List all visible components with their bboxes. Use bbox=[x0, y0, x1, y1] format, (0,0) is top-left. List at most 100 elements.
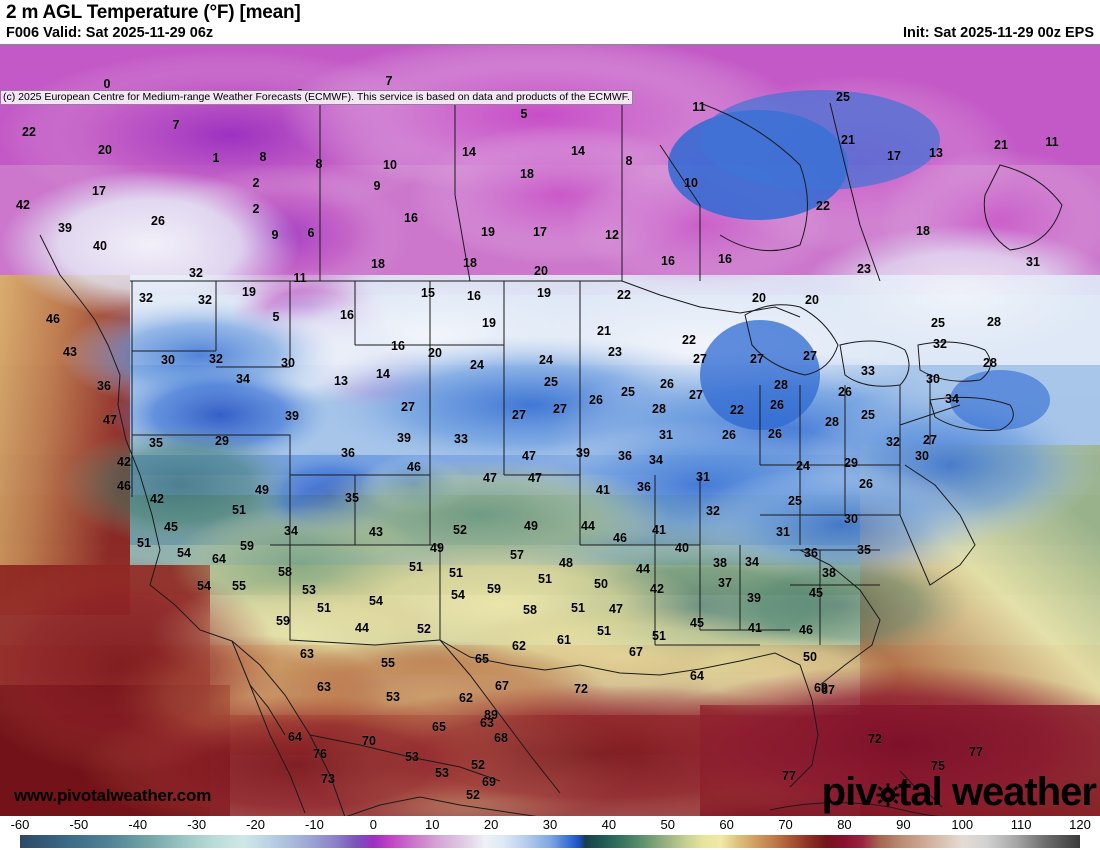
temperature-value-label: 64 bbox=[212, 552, 226, 566]
temperature-value-label: 63 bbox=[317, 680, 331, 694]
temperature-value-label: 75 bbox=[931, 759, 945, 773]
temperature-value-label: 51 bbox=[409, 560, 423, 574]
temperature-value-label: 49 bbox=[255, 483, 269, 497]
temperature-value-label: 31 bbox=[776, 525, 790, 539]
temperature-value-label: 16 bbox=[661, 254, 675, 268]
colorbar-tick: -40 bbox=[128, 817, 148, 832]
temperature-value-label: 51 bbox=[317, 601, 331, 615]
colorbar-tick: 0 bbox=[369, 817, 377, 832]
temperature-value-label: 59 bbox=[276, 614, 290, 628]
temperature-value-label: 53 bbox=[302, 583, 316, 597]
temperature-value-label: 7 bbox=[385, 74, 393, 88]
temperature-value-label: 26 bbox=[768, 427, 782, 441]
temperature-value-label: 67 bbox=[629, 645, 643, 659]
temperature-value-label: 54 bbox=[451, 588, 465, 602]
temperature-value-label: 52 bbox=[471, 758, 485, 772]
init-time-label: Init: Sat 2025-11-29 00z EPS bbox=[902, 25, 1094, 41]
temperature-value-label: 30 bbox=[844, 512, 858, 526]
temperature-value-label: 28 bbox=[774, 378, 788, 392]
temperature-value-label: 11 bbox=[692, 100, 706, 114]
temperature-value-label: 52 bbox=[453, 523, 467, 537]
temperature-value-label: 32 bbox=[209, 352, 223, 366]
temperature-value-label: 51 bbox=[137, 536, 151, 550]
temperature-value-label: 76 bbox=[313, 747, 327, 761]
temperature-value-label: 62 bbox=[512, 639, 526, 653]
temperature-value-label: 26 bbox=[859, 477, 873, 491]
temperature-value-label: 50 bbox=[594, 577, 608, 591]
temperature-value-label: 24 bbox=[539, 353, 553, 367]
temperature-value-label: 38 bbox=[713, 556, 727, 570]
temperature-value-label: 42 bbox=[16, 198, 30, 212]
temperature-value-label: 48 bbox=[559, 556, 573, 570]
temperature-value-label: 27 bbox=[512, 408, 526, 422]
temperature-value-label: 36 bbox=[341, 446, 355, 460]
temperature-value-label: 14 bbox=[571, 144, 585, 158]
colorbar-tick: -60 bbox=[10, 817, 30, 832]
temperature-value-label: 19 bbox=[537, 286, 551, 300]
colorbar-tick: 10 bbox=[424, 817, 440, 832]
temperature-value-label: 30 bbox=[915, 449, 929, 463]
colorbar-tick: 110 bbox=[1010, 817, 1032, 832]
temperature-value-label: 13 bbox=[929, 146, 943, 160]
temperature-value-label: 34 bbox=[649, 453, 663, 467]
temperature-value-label: 24 bbox=[470, 358, 484, 372]
temperature-value-label: 32 bbox=[189, 266, 203, 280]
temperature-value-label: 33 bbox=[861, 364, 875, 378]
temperature-value-label: 9 bbox=[271, 228, 279, 242]
temperature-value-label: 11 bbox=[293, 271, 307, 285]
temperature-value-label: 26 bbox=[660, 377, 674, 391]
temperature-value-label: 51 bbox=[597, 624, 611, 638]
temperature-value-label: 30 bbox=[926, 372, 940, 386]
temperature-value-label: 7 bbox=[172, 118, 180, 132]
temperature-value-label: 29 bbox=[844, 456, 858, 470]
temperature-value-label: 51 bbox=[449, 566, 463, 580]
gear-icon bbox=[876, 772, 900, 812]
temperature-value-label: 17 bbox=[533, 225, 547, 239]
temperature-value-label: 47 bbox=[528, 471, 542, 485]
temperature-value-label: 47 bbox=[522, 449, 536, 463]
colorbar-tick: 70 bbox=[778, 817, 793, 832]
colorbar-tick: 80 bbox=[837, 817, 852, 832]
temperature-value-label: 67 bbox=[495, 679, 509, 693]
temperature-value-label: 26 bbox=[838, 385, 852, 399]
temperature-value-label: 25 bbox=[788, 494, 802, 508]
temperature-value-label: 16 bbox=[467, 289, 481, 303]
temperature-value-label: 18 bbox=[520, 167, 534, 181]
colorbar-tick: 100 bbox=[951, 817, 974, 832]
temperature-value-label: 46 bbox=[117, 479, 131, 493]
temperature-value-label: 42 bbox=[150, 492, 164, 506]
temperature-value-label: 46 bbox=[799, 623, 813, 637]
temperature-value-label: 52 bbox=[466, 788, 480, 802]
temperature-map[interactable]: (c) 2025 European Centre for Medium-rang… bbox=[0, 44, 1100, 816]
temperature-value-label: 16 bbox=[340, 308, 354, 322]
temperature-value-label: 22 bbox=[617, 288, 631, 302]
temperature-value-label: 22 bbox=[730, 403, 744, 417]
colorbar-tick: 90 bbox=[896, 817, 911, 832]
temperature-value-label: 51 bbox=[232, 503, 246, 517]
brand-text-left: piv bbox=[821, 770, 878, 814]
colorbar[interactable]: -60 -50 -40 -30 -20 -10 0 10 20 30 40 50 60 70 80 90 100… bbox=[0, 816, 1100, 850]
temperature-value-label: 16 bbox=[718, 252, 732, 266]
temperature-value-label: 58 bbox=[523, 603, 537, 617]
temperature-value-label: 23 bbox=[857, 262, 871, 276]
temperature-value-label: 36 bbox=[97, 379, 111, 393]
temperature-value-label: 34 bbox=[284, 524, 298, 538]
map-raster bbox=[0, 45, 1100, 816]
temperature-value-label: 19 bbox=[481, 225, 495, 239]
temperature-value-label: 68 bbox=[494, 731, 508, 745]
temperature-value-label: 28 bbox=[987, 315, 1001, 329]
temperature-value-label: 38 bbox=[822, 566, 836, 580]
temperature-value-label: 72 bbox=[574, 682, 588, 696]
temperature-value-label: 27 bbox=[401, 400, 415, 414]
temperature-value-label: 18 bbox=[371, 257, 385, 271]
temperature-value-label: 32 bbox=[933, 337, 947, 351]
temperature-value-label: 45 bbox=[164, 520, 178, 534]
brand-text-right: tal weather bbox=[898, 770, 1097, 814]
temperature-value-label: 28 bbox=[825, 415, 839, 429]
temperature-value-label: 31 bbox=[696, 470, 710, 484]
temperature-value-label: 40 bbox=[93, 239, 107, 253]
temperature-value-label: 59 bbox=[240, 539, 254, 553]
colorbar-tick: 60 bbox=[719, 817, 734, 832]
temperature-value-label: 2 bbox=[252, 176, 260, 190]
temperature-value-label: 54 bbox=[177, 546, 191, 560]
